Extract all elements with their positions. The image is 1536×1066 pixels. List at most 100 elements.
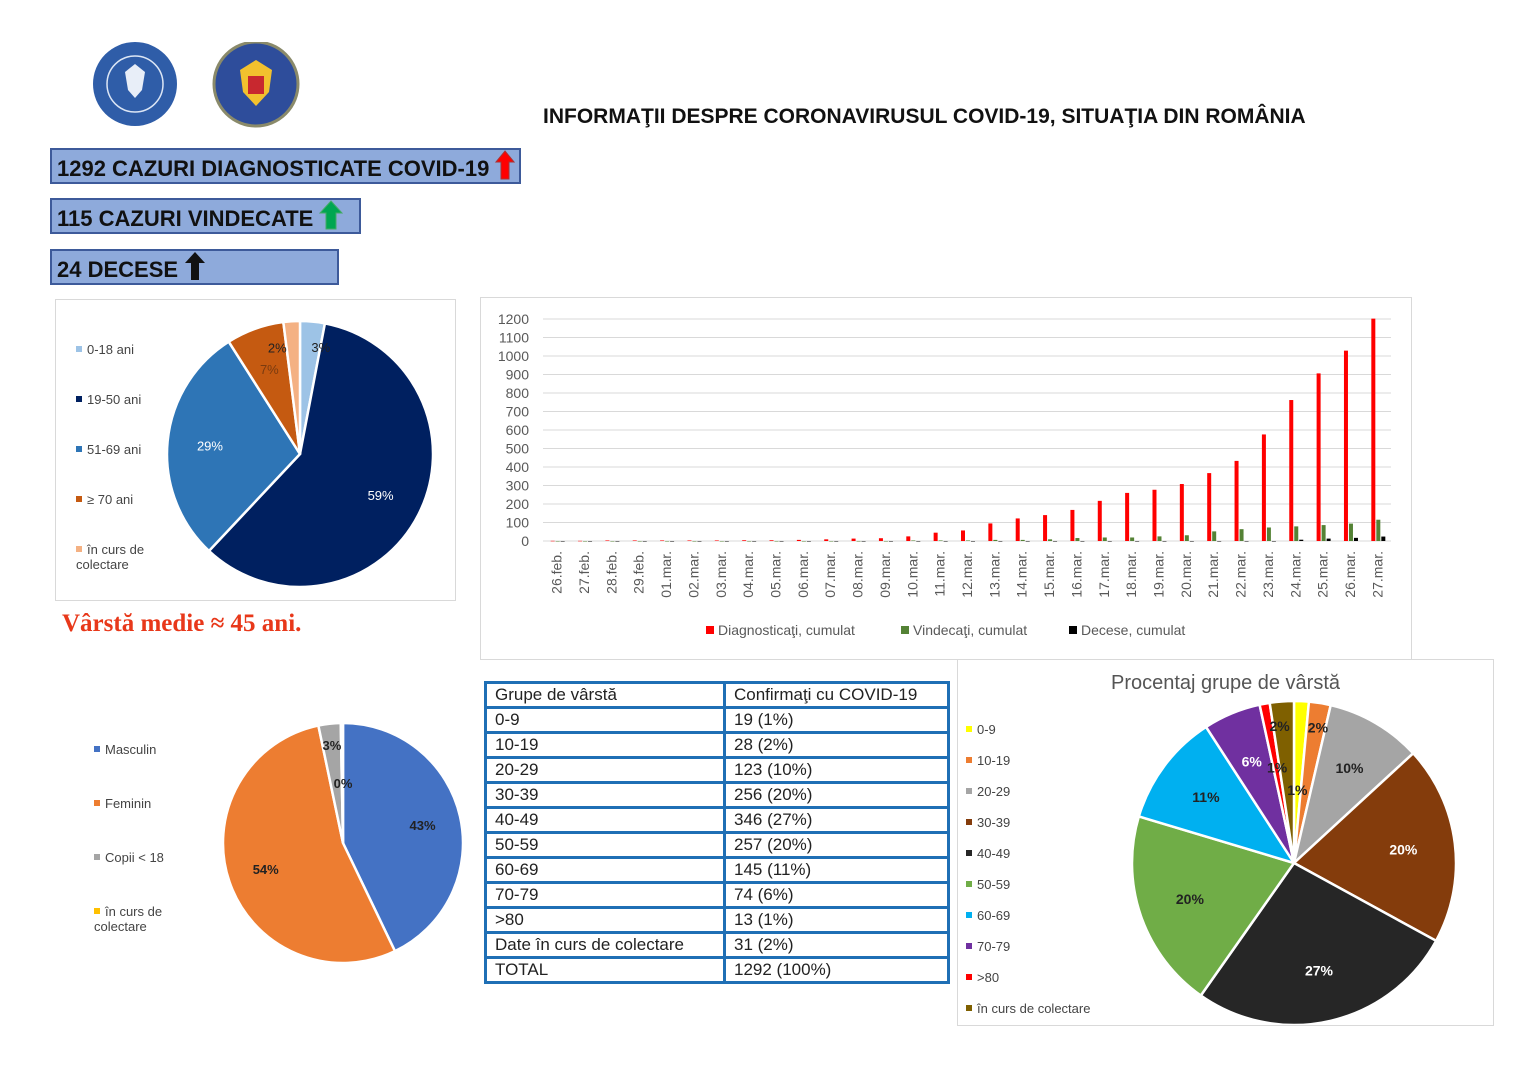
y-tick-label: 200 bbox=[506, 496, 530, 512]
x-tick-label: 22.mar. bbox=[1233, 551, 1249, 598]
table-cell: 30-39 bbox=[484, 781, 726, 809]
bar bbox=[961, 530, 965, 541]
y-tick-label: 1200 bbox=[498, 311, 529, 327]
up-arrow-green-icon bbox=[319, 200, 344, 230]
pie-data-label: 54% bbox=[253, 862, 279, 877]
table-cell: 50-59 bbox=[484, 831, 726, 859]
pie-slice bbox=[1137, 725, 1297, 866]
bar bbox=[670, 541, 675, 542]
legend-swatch bbox=[94, 854, 100, 860]
bar bbox=[911, 540, 916, 541]
legend-item: Feminin bbox=[94, 796, 184, 811]
bar bbox=[605, 540, 610, 541]
bar bbox=[1075, 538, 1080, 541]
legend-label: ≥ 70 ani bbox=[87, 492, 134, 507]
legend-label: 0-9 bbox=[977, 722, 996, 737]
x-tick-label: 11.mar. bbox=[932, 551, 948, 597]
x-tick-label: 26.mar. bbox=[1342, 551, 1358, 598]
bar bbox=[856, 541, 861, 542]
legend-swatch bbox=[76, 346, 82, 352]
table-cell: 70-79 bbox=[484, 881, 726, 909]
deaths-label: 24 DECESE bbox=[57, 257, 179, 282]
bar bbox=[938, 540, 943, 541]
age-percent-pie-title: Procentaj grupe de vârstă bbox=[1110, 672, 1341, 694]
table-cell: 123 (10%) bbox=[723, 756, 950, 784]
x-tick-label: 23.mar. bbox=[1260, 551, 1276, 598]
pie-data-label: 11% bbox=[1192, 789, 1220, 805]
bar bbox=[796, 539, 801, 541]
x-tick-label: 10.mar. bbox=[904, 551, 920, 598]
pie-slice bbox=[341, 721, 465, 953]
table-cell: 1292 (100%) bbox=[723, 956, 950, 984]
bar bbox=[747, 541, 752, 542]
legend-item: 30-39 bbox=[966, 815, 1090, 830]
pie-data-label: 10% bbox=[1335, 760, 1364, 776]
x-tick-label: 02.mar. bbox=[685, 551, 701, 598]
bar bbox=[971, 541, 975, 542]
y-tick-label: 700 bbox=[506, 404, 530, 420]
government-logo bbox=[93, 42, 177, 126]
legend-label: Diagnosticaţi, cumulat bbox=[718, 622, 855, 638]
bar bbox=[697, 541, 702, 542]
bar bbox=[1376, 519, 1381, 541]
table-cell: Date în curs de colectare bbox=[484, 931, 726, 959]
bar bbox=[555, 541, 560, 542]
table-cell: 0-9 bbox=[484, 706, 726, 734]
table-cell: >80 bbox=[484, 906, 726, 934]
legend-label: 20-29 bbox=[977, 784, 1011, 799]
x-tick-label: 27.feb. bbox=[576, 551, 592, 594]
logos bbox=[93, 42, 300, 128]
bar bbox=[1371, 318, 1376, 541]
bar bbox=[1289, 400, 1294, 541]
bar bbox=[1102, 537, 1107, 541]
deaths-stat: 24 DECESE bbox=[50, 249, 339, 285]
bar bbox=[1053, 541, 1058, 542]
bar bbox=[1348, 523, 1353, 541]
bar bbox=[1130, 537, 1135, 541]
average-age: Vârstă medie ≈ 45 ani. bbox=[62, 610, 302, 637]
table-row: 40-49 346 (27%) bbox=[484, 806, 950, 834]
pie-data-label: 2% bbox=[1308, 719, 1329, 735]
bar bbox=[1025, 541, 1030, 542]
pie-data-label: 0% bbox=[334, 776, 353, 791]
x-tick-label: 03.mar. bbox=[713, 551, 729, 598]
table-header: Grupe de vârstă Confirmaţi cu COVID-19 bbox=[484, 681, 950, 709]
y-tick-label: 1000 bbox=[498, 348, 529, 364]
x-tick-label: 19.mar. bbox=[1150, 551, 1166, 598]
pie-data-label: 7% bbox=[260, 362, 279, 377]
legend-swatch bbox=[966, 726, 972, 732]
x-tick-label: 04.mar. bbox=[740, 551, 756, 598]
bar bbox=[583, 541, 588, 542]
bar bbox=[851, 538, 856, 541]
bar bbox=[1043, 515, 1048, 541]
table-row: 20-29 123 (10%) bbox=[484, 756, 950, 784]
legend-item: în curs de colectare bbox=[94, 904, 184, 934]
gender-pie-legend: Masculin Feminin Copii < 18 în curs de cole… bbox=[94, 742, 184, 973]
table-cell: 60-69 bbox=[484, 856, 726, 884]
legend-item: 10-19 bbox=[966, 753, 1090, 768]
bar bbox=[719, 541, 724, 542]
legend-swatch bbox=[76, 546, 82, 552]
legend-swatch bbox=[1069, 626, 1077, 634]
table-row: 70-79 74 (6%) bbox=[484, 881, 950, 909]
age-group-table: Grupe de vârstă Confirmaţi cu COVID-19 0-9… bbox=[484, 681, 950, 984]
bar bbox=[1207, 473, 1212, 541]
gender-pie-chart: 43% 54% 3% 0% bbox=[221, 721, 465, 965]
y-tick-label: 300 bbox=[506, 478, 530, 494]
pie-slice bbox=[165, 339, 302, 553]
legend-swatch bbox=[706, 626, 714, 634]
cumulative-bar-panel: 0 100 200 300 400 500 600 700 800 900 1000 1100 1200… bbox=[480, 297, 1412, 660]
legend-swatch bbox=[966, 943, 972, 949]
legend-item: 60-69 bbox=[966, 908, 1090, 923]
legend-label: 60-69 bbox=[977, 908, 1011, 923]
x-tick-label: 13.mar. bbox=[986, 551, 1002, 598]
bar bbox=[998, 541, 1003, 542]
bar bbox=[1261, 434, 1266, 541]
x-tick-label: 09.mar. bbox=[877, 551, 893, 598]
pie-data-label: 2% bbox=[268, 340, 287, 355]
bar bbox=[610, 541, 615, 542]
x-tick-label: 05.mar. bbox=[768, 551, 784, 598]
bar bbox=[1234, 460, 1239, 541]
legend-swatch bbox=[966, 912, 972, 918]
bar bbox=[1048, 539, 1053, 541]
